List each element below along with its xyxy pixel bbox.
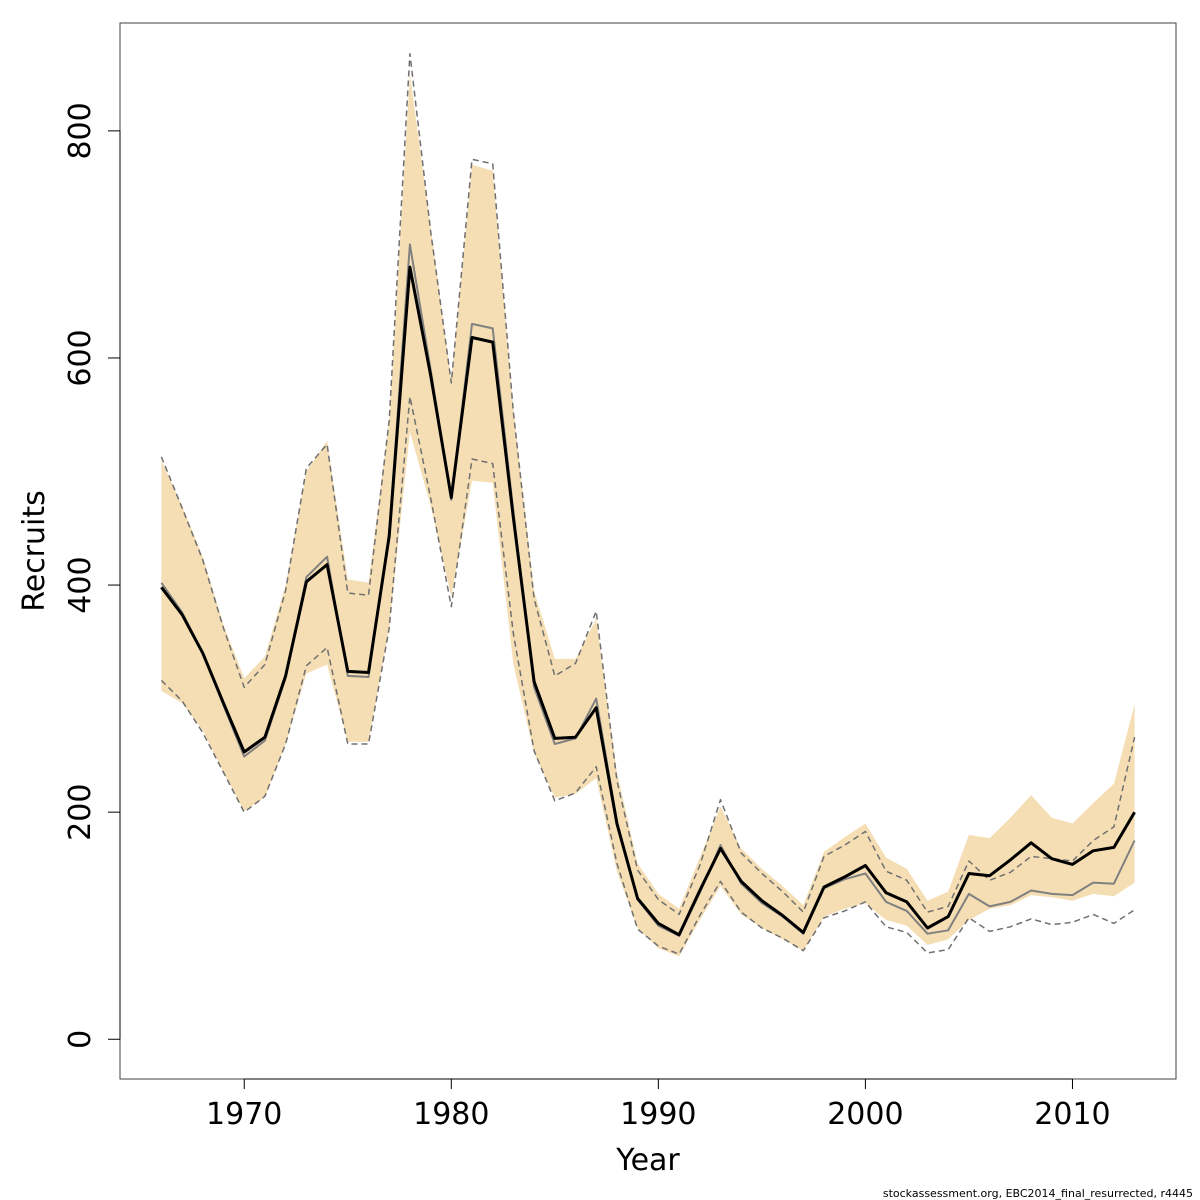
dashed-upper-line (160, 52, 1136, 916)
x-tick-label-2010: 2010 (1034, 1097, 1110, 1132)
x-tick-label-1980: 1980 (413, 1097, 489, 1132)
x-axis-title: Year (615, 1143, 680, 1178)
series-lines-layer (160, 52, 1136, 955)
dashed-lower-line (160, 395, 1136, 955)
axes-layer: 1970 1980 1990 2000 2010 0 200 400 600 800 (63, 102, 1111, 1132)
x-tick-label-1990: 1990 (620, 1097, 696, 1132)
y-tick-label-400: 400 (63, 556, 98, 613)
x-tick-label-1970: 1970 (206, 1097, 282, 1132)
y-tick-label-800: 800 (63, 102, 98, 159)
median-line (160, 265, 1136, 937)
footnote: stockassessment.org, EBC2014_final_resur… (883, 1187, 1193, 1200)
confidence-band-layer (161, 74, 1135, 957)
y-axis-title: Recruits (17, 490, 52, 612)
y-tick-label-600: 600 (63, 329, 98, 386)
confidence-band (161, 74, 1135, 957)
y-tick-label-200: 200 (63, 784, 98, 841)
y-tick-label-0: 0 (63, 1030, 98, 1049)
x-tick-label-2000: 2000 (827, 1097, 903, 1132)
